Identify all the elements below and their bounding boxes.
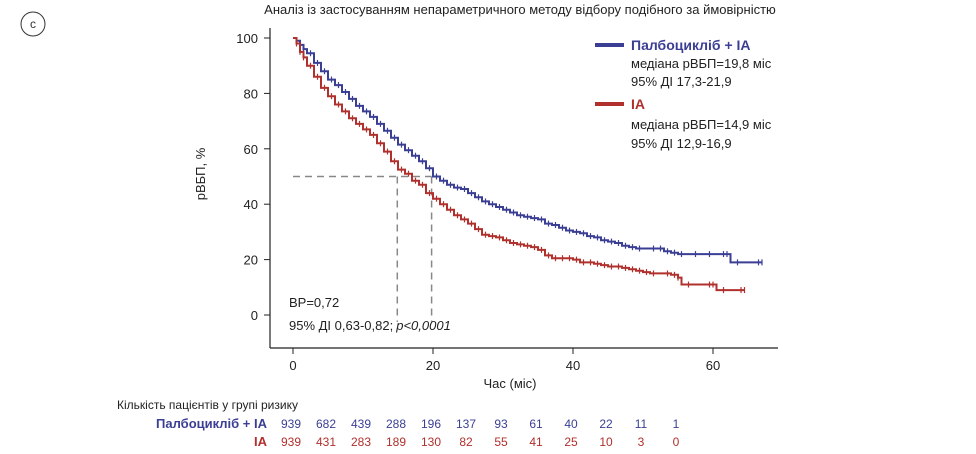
at-risk-value-palbociclib: 137 [456, 417, 476, 431]
at-risk-value-ai: 41 [529, 435, 543, 449]
legend-label-palbociclib: Палбоцикліб + ІА [631, 37, 751, 53]
x-tick-label: 0 [289, 358, 296, 373]
median-reference-lines [293, 175, 433, 322]
at-risk-value-ai: 283 [351, 435, 371, 449]
axes: 0 20 40 60 80 100 0 20 40 60 [236, 28, 778, 373]
hazard-ratio-ci-line: 95% ДІ 0,63-0,82; p<0,0001 [289, 318, 451, 333]
p-value-label: p<0,0001 [395, 318, 451, 333]
at-risk-value-ai: 189 [386, 435, 406, 449]
legend-median-ai: медіана рВБП=14,9 міс [631, 117, 772, 132]
chart-title: Аналіз із застосуванням непараметричного… [264, 2, 776, 17]
at-risk-value-palbociclib: 40 [564, 417, 578, 431]
at-risk-value-palbociclib: 93 [494, 417, 508, 431]
legend-label-ai: ІА [631, 96, 645, 112]
hazard-ratio-separator: ; [390, 318, 394, 333]
at-risk-value-ai: 25 [564, 435, 578, 449]
legend-ci-ai: 95% ДІ 12,9-16,9 [631, 136, 732, 151]
at-risk-value-palbociclib: 196 [421, 417, 441, 431]
legend-median-palbociclib: медіана рВБП=19,8 міс [631, 56, 772, 71]
at-risk-value-palbociclib: 11 [635, 417, 648, 431]
legend: Палбоцикліб + ІА медіана рВБП=19,8 міс 9… [595, 37, 772, 151]
at-risk-value-palbociclib: 682 [316, 417, 336, 431]
at-risk-title: Кількість пацієнтів у групі ризику [117, 398, 298, 412]
at-risk-value-ai: 10 [599, 435, 613, 449]
censor-marks-ai [295, 40, 746, 294]
at-risk-table: Кількість пацієнтів у групі ризику Палбо… [117, 398, 680, 449]
x-tick-label: 20 [426, 358, 440, 373]
at-risk-value-palbociclib: 939 [281, 417, 301, 431]
x-tick-label: 60 [706, 358, 720, 373]
hazard-ratio-ci-label: 95% ДІ 0,63-0,82 [289, 318, 390, 333]
at-risk-value-ai: 0 [673, 435, 680, 449]
legend-ci-palbociclib: 95% ДІ 17,3-21,9 [631, 74, 732, 89]
y-tick-label: 0 [251, 308, 258, 323]
at-risk-value-ai: 939 [281, 435, 301, 449]
at-risk-value-ai: 55 [494, 435, 508, 449]
y-axis-label: рВБП, % [193, 147, 208, 200]
at-risk-value-palbociclib: 1 [673, 417, 680, 431]
hazard-ratio-label: ВР=0,72 [289, 295, 339, 310]
at-risk-value-ai: 431 [316, 435, 336, 449]
at-risk-row-label-ai: ІА [254, 434, 268, 449]
at-risk-value-ai: 130 [421, 435, 441, 449]
at-risk-value-palbociclib: 288 [386, 417, 406, 431]
survival-curves [293, 37, 763, 294]
y-tick-label: 20 [244, 253, 258, 268]
survival-curve-palbociclib [293, 37, 762, 264]
hazard-ratio-annotation: ВР=0,72 95% ДІ 0,63-0,82; p<0,0001 [289, 295, 451, 333]
y-tick-label: 60 [244, 142, 258, 157]
panel-label-badge: c [20, 11, 46, 37]
at-risk-value-ai: 82 [459, 435, 473, 449]
y-tick-label: 40 [244, 197, 258, 212]
at-risk-value-palbociclib: 22 [599, 417, 613, 431]
survival-curve-ai [293, 37, 745, 292]
x-tick-label: 40 [566, 358, 580, 373]
at-risk-row-label-palbociclib: Палбоцикліб + ІА [156, 416, 268, 431]
at-risk-value-palbociclib: 61 [529, 417, 543, 431]
y-tick-label: 80 [244, 86, 258, 101]
panel-label: c [30, 17, 36, 31]
censor-marks-palbociclib [295, 37, 763, 266]
x-axis-label: Час (міс) [484, 376, 537, 391]
at-risk-value-ai: 3 [638, 435, 645, 449]
at-risk-value-palbociclib: 439 [351, 417, 371, 431]
y-tick-label: 100 [236, 31, 258, 46]
